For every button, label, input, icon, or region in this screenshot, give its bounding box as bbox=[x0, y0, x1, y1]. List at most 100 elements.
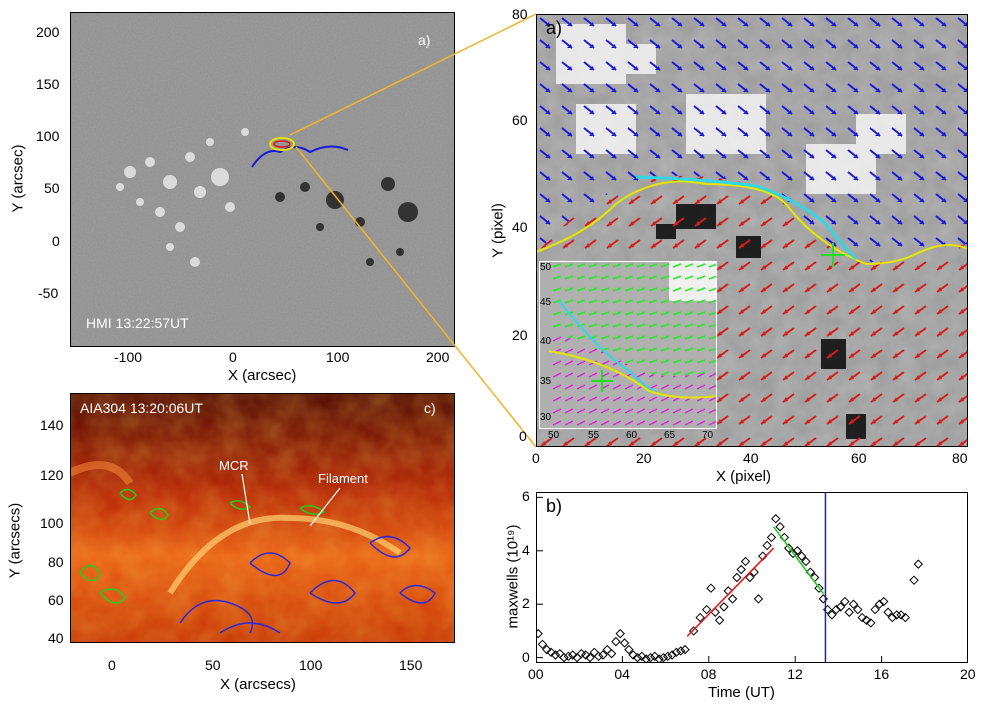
vector-xtick: 20 bbox=[636, 450, 652, 466]
hmi-ytick: 150 bbox=[36, 76, 60, 92]
flux-data-point bbox=[611, 636, 621, 647]
inset-ytick: 45 bbox=[540, 297, 552, 308]
aia-ytick: 60 bbox=[48, 592, 64, 608]
hmi-xtick: 100 bbox=[326, 349, 350, 365]
flux-data-point bbox=[853, 604, 863, 615]
flux-data-point bbox=[870, 604, 880, 615]
aia-xtick: 150 bbox=[399, 657, 423, 673]
flux-data-point bbox=[771, 514, 781, 524]
hmi-xtick: 0 bbox=[229, 349, 237, 365]
filament-annotation: Filament bbox=[318, 471, 368, 486]
flux-data-point bbox=[568, 650, 578, 660]
vector-ytick: 40 bbox=[512, 219, 528, 235]
flux-data-point bbox=[645, 652, 656, 663]
flux-data-point bbox=[658, 652, 669, 663]
flux-data-point bbox=[827, 610, 837, 620]
flux-data-point bbox=[887, 612, 898, 623]
flux-data-point bbox=[606, 648, 617, 659]
flux-data-point bbox=[719, 602, 729, 612]
flux-data-point bbox=[706, 583, 716, 593]
flux-data-point bbox=[788, 548, 798, 559]
hmi-xtick: -100 bbox=[114, 349, 143, 365]
inset-ytick: 50 bbox=[540, 262, 552, 273]
flux-data-point bbox=[736, 564, 746, 575]
flux-data-point bbox=[619, 638, 630, 648]
flux-data-point bbox=[775, 522, 785, 532]
flux-data-point bbox=[784, 543, 794, 553]
flux-data-point bbox=[536, 628, 543, 639]
vector-ytick: 60 bbox=[512, 112, 528, 128]
flux-data-point bbox=[740, 556, 751, 567]
flux-xtick: 20 bbox=[960, 666, 976, 682]
flux-data-point bbox=[550, 650, 561, 660]
aia-ytick: 40 bbox=[48, 630, 64, 646]
aia-xtick: 0 bbox=[108, 657, 116, 673]
inset-xtick: 55 bbox=[588, 430, 600, 441]
flux-data-point bbox=[900, 612, 911, 623]
aia-ytick: 100 bbox=[40, 515, 64, 531]
aia-ytick: 80 bbox=[48, 554, 64, 570]
flux-panel-label: b) bbox=[546, 496, 563, 516]
flux-xtick: 04 bbox=[614, 666, 630, 682]
flux-data-point bbox=[714, 615, 725, 625]
flux-data-point bbox=[671, 647, 682, 658]
flux-ytick: 6 bbox=[522, 488, 530, 505]
vector-xtick: 60 bbox=[851, 450, 867, 466]
flux-data-point bbox=[650, 651, 660, 662]
flux-data-point bbox=[909, 575, 919, 585]
flux-ylabel: maxwells (10¹⁹) bbox=[504, 524, 522, 629]
vector-ytick: 0 bbox=[519, 428, 527, 444]
flux-xtick: 08 bbox=[700, 666, 717, 682]
aia-timestamp: AIA304 13:20:06UT bbox=[80, 400, 203, 416]
flux-data-point bbox=[879, 596, 889, 607]
flux-data-point bbox=[695, 612, 705, 623]
flux-data-point bbox=[883, 607, 893, 617]
hmi-ytick: 50 bbox=[44, 180, 60, 196]
vector-ylabel: Y (pixel) bbox=[489, 203, 507, 258]
inset-xtick: 50 bbox=[548, 430, 560, 441]
flux-data-point bbox=[801, 556, 811, 567]
flux-data-point bbox=[732, 572, 742, 583]
flux-data-point bbox=[628, 650, 638, 660]
flux-data-point bbox=[615, 628, 625, 639]
vector-field-map bbox=[536, 14, 968, 447]
flux-data-point bbox=[585, 652, 595, 663]
flux-data-point bbox=[848, 599, 859, 609]
flux-data-point bbox=[861, 615, 872, 625]
flux-data-point bbox=[814, 583, 824, 593]
hmi-xtick: 200 bbox=[426, 349, 450, 365]
inset-xtick: 70 bbox=[702, 430, 714, 441]
flux-data-point bbox=[632, 652, 643, 663]
hmi-timestamp: HMI 13:22:57UT bbox=[86, 315, 189, 331]
inset-ytick: 30 bbox=[540, 412, 552, 423]
flux-data-point bbox=[896, 610, 906, 620]
aia304-image bbox=[70, 393, 455, 643]
flux-data-point bbox=[762, 540, 772, 551]
hmi-ytick: -50 bbox=[38, 285, 59, 301]
hmi-ytick: 200 bbox=[36, 24, 60, 40]
flux-data-point bbox=[727, 594, 738, 604]
rise-fit-line bbox=[686, 547, 775, 637]
aia-ytick: 140 bbox=[40, 417, 64, 433]
flux-data-point bbox=[559, 652, 569, 663]
flux-data-point bbox=[835, 602, 846, 612]
flux-data-point bbox=[844, 607, 854, 617]
aia-ylabel: Y (arcsecs) bbox=[6, 502, 24, 579]
vector-ytick: 20 bbox=[512, 327, 528, 343]
flux-data-point bbox=[753, 594, 764, 604]
flux-xtick: 16 bbox=[873, 666, 890, 682]
aia-xtick: 100 bbox=[299, 657, 323, 673]
vector-panel-label: a) bbox=[546, 18, 563, 38]
aia-panel-label: c) bbox=[424, 400, 436, 416]
flux-data-point bbox=[563, 651, 574, 662]
flux-data-point bbox=[840, 596, 850, 607]
inset-zoom-map bbox=[539, 261, 717, 429]
flux-data-point bbox=[580, 650, 591, 660]
hmi-panel-label: a) bbox=[418, 32, 431, 48]
decay-fit-line bbox=[772, 526, 824, 595]
flux-data-point bbox=[637, 651, 647, 662]
flux-ytick: 2 bbox=[522, 595, 530, 612]
inset-xtick: 60 bbox=[626, 430, 638, 441]
flux-data-point bbox=[546, 647, 556, 658]
